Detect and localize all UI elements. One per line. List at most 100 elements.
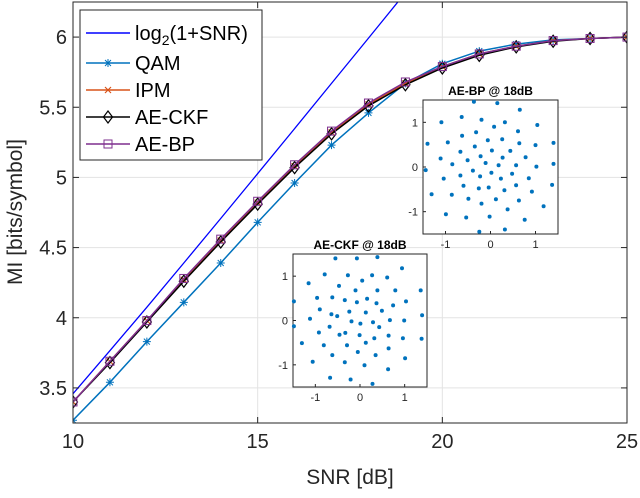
- inset-x-tick-label: -1: [441, 239, 451, 251]
- data-point-marker: [252, 197, 263, 212]
- legend-marker: [104, 59, 112, 67]
- constellation-point: [374, 301, 379, 306]
- constellation-point: [330, 353, 335, 358]
- constellation-point: [370, 273, 375, 278]
- data-point-marker: [363, 98, 374, 113]
- data-point-marker: [216, 259, 225, 268]
- constellation-point: [379, 308, 384, 313]
- constellation-point: [526, 176, 531, 181]
- constellation-point: [489, 170, 494, 175]
- y-tick-label: 3.5: [39, 378, 67, 400]
- series-line: [73, 36, 627, 403]
- constellation-point: [478, 154, 483, 159]
- inset-y-tick-label: 0: [282, 316, 288, 328]
- legend-marker: [104, 86, 112, 94]
- data-point-marker: [623, 33, 627, 41]
- constellation-point: [343, 330, 348, 335]
- legend-label: AE-BP: [135, 134, 195, 156]
- data-point-marker: [364, 108, 373, 117]
- constellation-point: [365, 296, 370, 301]
- data-point-marker: [141, 314, 153, 329]
- inset-ae-bp: AE-BP @ 18dB -1 0 1 -1 0 1: [408, 84, 559, 251]
- constellation-point: [441, 176, 446, 181]
- constellation-point: [330, 295, 335, 300]
- data-point-marker: [510, 39, 522, 54]
- inset-y-tick-label: 1: [412, 117, 418, 129]
- data-point-marker: [475, 47, 484, 56]
- data-point-marker: [327, 141, 336, 150]
- constellation-point: [465, 158, 470, 163]
- data-point-marker: [290, 179, 299, 188]
- y-tick-label: 5.5: [39, 97, 67, 119]
- constellation-point: [418, 288, 423, 293]
- data-point-marker: [73, 397, 78, 407]
- data-point-marker: [73, 394, 79, 409]
- constellation-point: [345, 273, 350, 278]
- constellation-point: [479, 117, 484, 122]
- x-tick-label: 20: [431, 431, 453, 453]
- constellation-point: [517, 107, 522, 112]
- constellation-point: [353, 288, 358, 293]
- constellation-point: [306, 281, 311, 286]
- data-point-marker: [142, 316, 152, 326]
- data-point-marker: [512, 40, 521, 49]
- data-point-marker: [474, 49, 484, 59]
- constellation-point: [476, 186, 481, 191]
- constellation-point: [529, 189, 534, 194]
- data-point-marker: [438, 59, 447, 68]
- constellation-point: [358, 321, 363, 326]
- constellation-point: [535, 123, 540, 127]
- constellation-point: [485, 138, 490, 143]
- constellation-point: [372, 336, 377, 341]
- constellation-point: [317, 307, 322, 312]
- constellation-point: [362, 363, 367, 368]
- legend-box: [79, 9, 263, 161]
- constellation-point: [471, 99, 476, 104]
- constellation-point: [386, 346, 391, 351]
- plot-frame: [72, 1, 628, 424]
- constellation-point: [337, 332, 342, 337]
- constellation-point: [335, 314, 340, 319]
- inset-title: AE-CKF @ 18dB: [313, 238, 406, 252]
- constellation-point: [551, 140, 556, 145]
- constellation-point: [357, 333, 362, 338]
- inset-y-tick-label: 0: [412, 162, 418, 174]
- constellation-point: [541, 204, 546, 209]
- constellation-point: [371, 320, 375, 325]
- constellation-point: [445, 140, 450, 145]
- data-point-marker: [253, 196, 263, 206]
- constellation-point: [516, 198, 521, 203]
- data-point-marker: [104, 355, 116, 370]
- data-point-marker: [621, 30, 627, 45]
- constellation-point: [387, 318, 392, 323]
- data-point-marker: [584, 31, 596, 46]
- constellation-point: [478, 174, 483, 179]
- constellation-point: [354, 300, 359, 305]
- data-point-marker: [511, 41, 521, 51]
- constellation-point: [474, 130, 479, 135]
- constellation-point: [373, 353, 378, 358]
- y-tick-label: 6: [56, 27, 67, 49]
- legend-label: log2(1+SNR): [135, 23, 248, 48]
- constellation-point: [459, 115, 464, 119]
- series-line: [73, 2, 399, 395]
- constellation-point: [385, 275, 390, 280]
- data-point-marker: [253, 218, 262, 227]
- data-point-marker: [585, 33, 595, 43]
- constellation-point: [502, 188, 507, 193]
- constellation-point: [533, 143, 538, 148]
- constellation-point: [479, 201, 484, 206]
- constellation-point: [500, 155, 505, 160]
- inset-title: AE-BP @ 18dB: [448, 84, 533, 98]
- constellation-point: [423, 168, 428, 173]
- y-axis-label: MI [bits/symbol]: [4, 139, 27, 285]
- constellation-point: [345, 343, 349, 348]
- constellation-point: [308, 316, 312, 321]
- constellation-point: [551, 161, 556, 166]
- constellation-point: [514, 163, 519, 168]
- data-point-marker: [105, 356, 115, 366]
- constellation-point: [516, 129, 520, 134]
- x-tick-label: 10: [62, 431, 84, 453]
- data-point-marker: [215, 234, 226, 249]
- data-point-marker: [400, 77, 410, 87]
